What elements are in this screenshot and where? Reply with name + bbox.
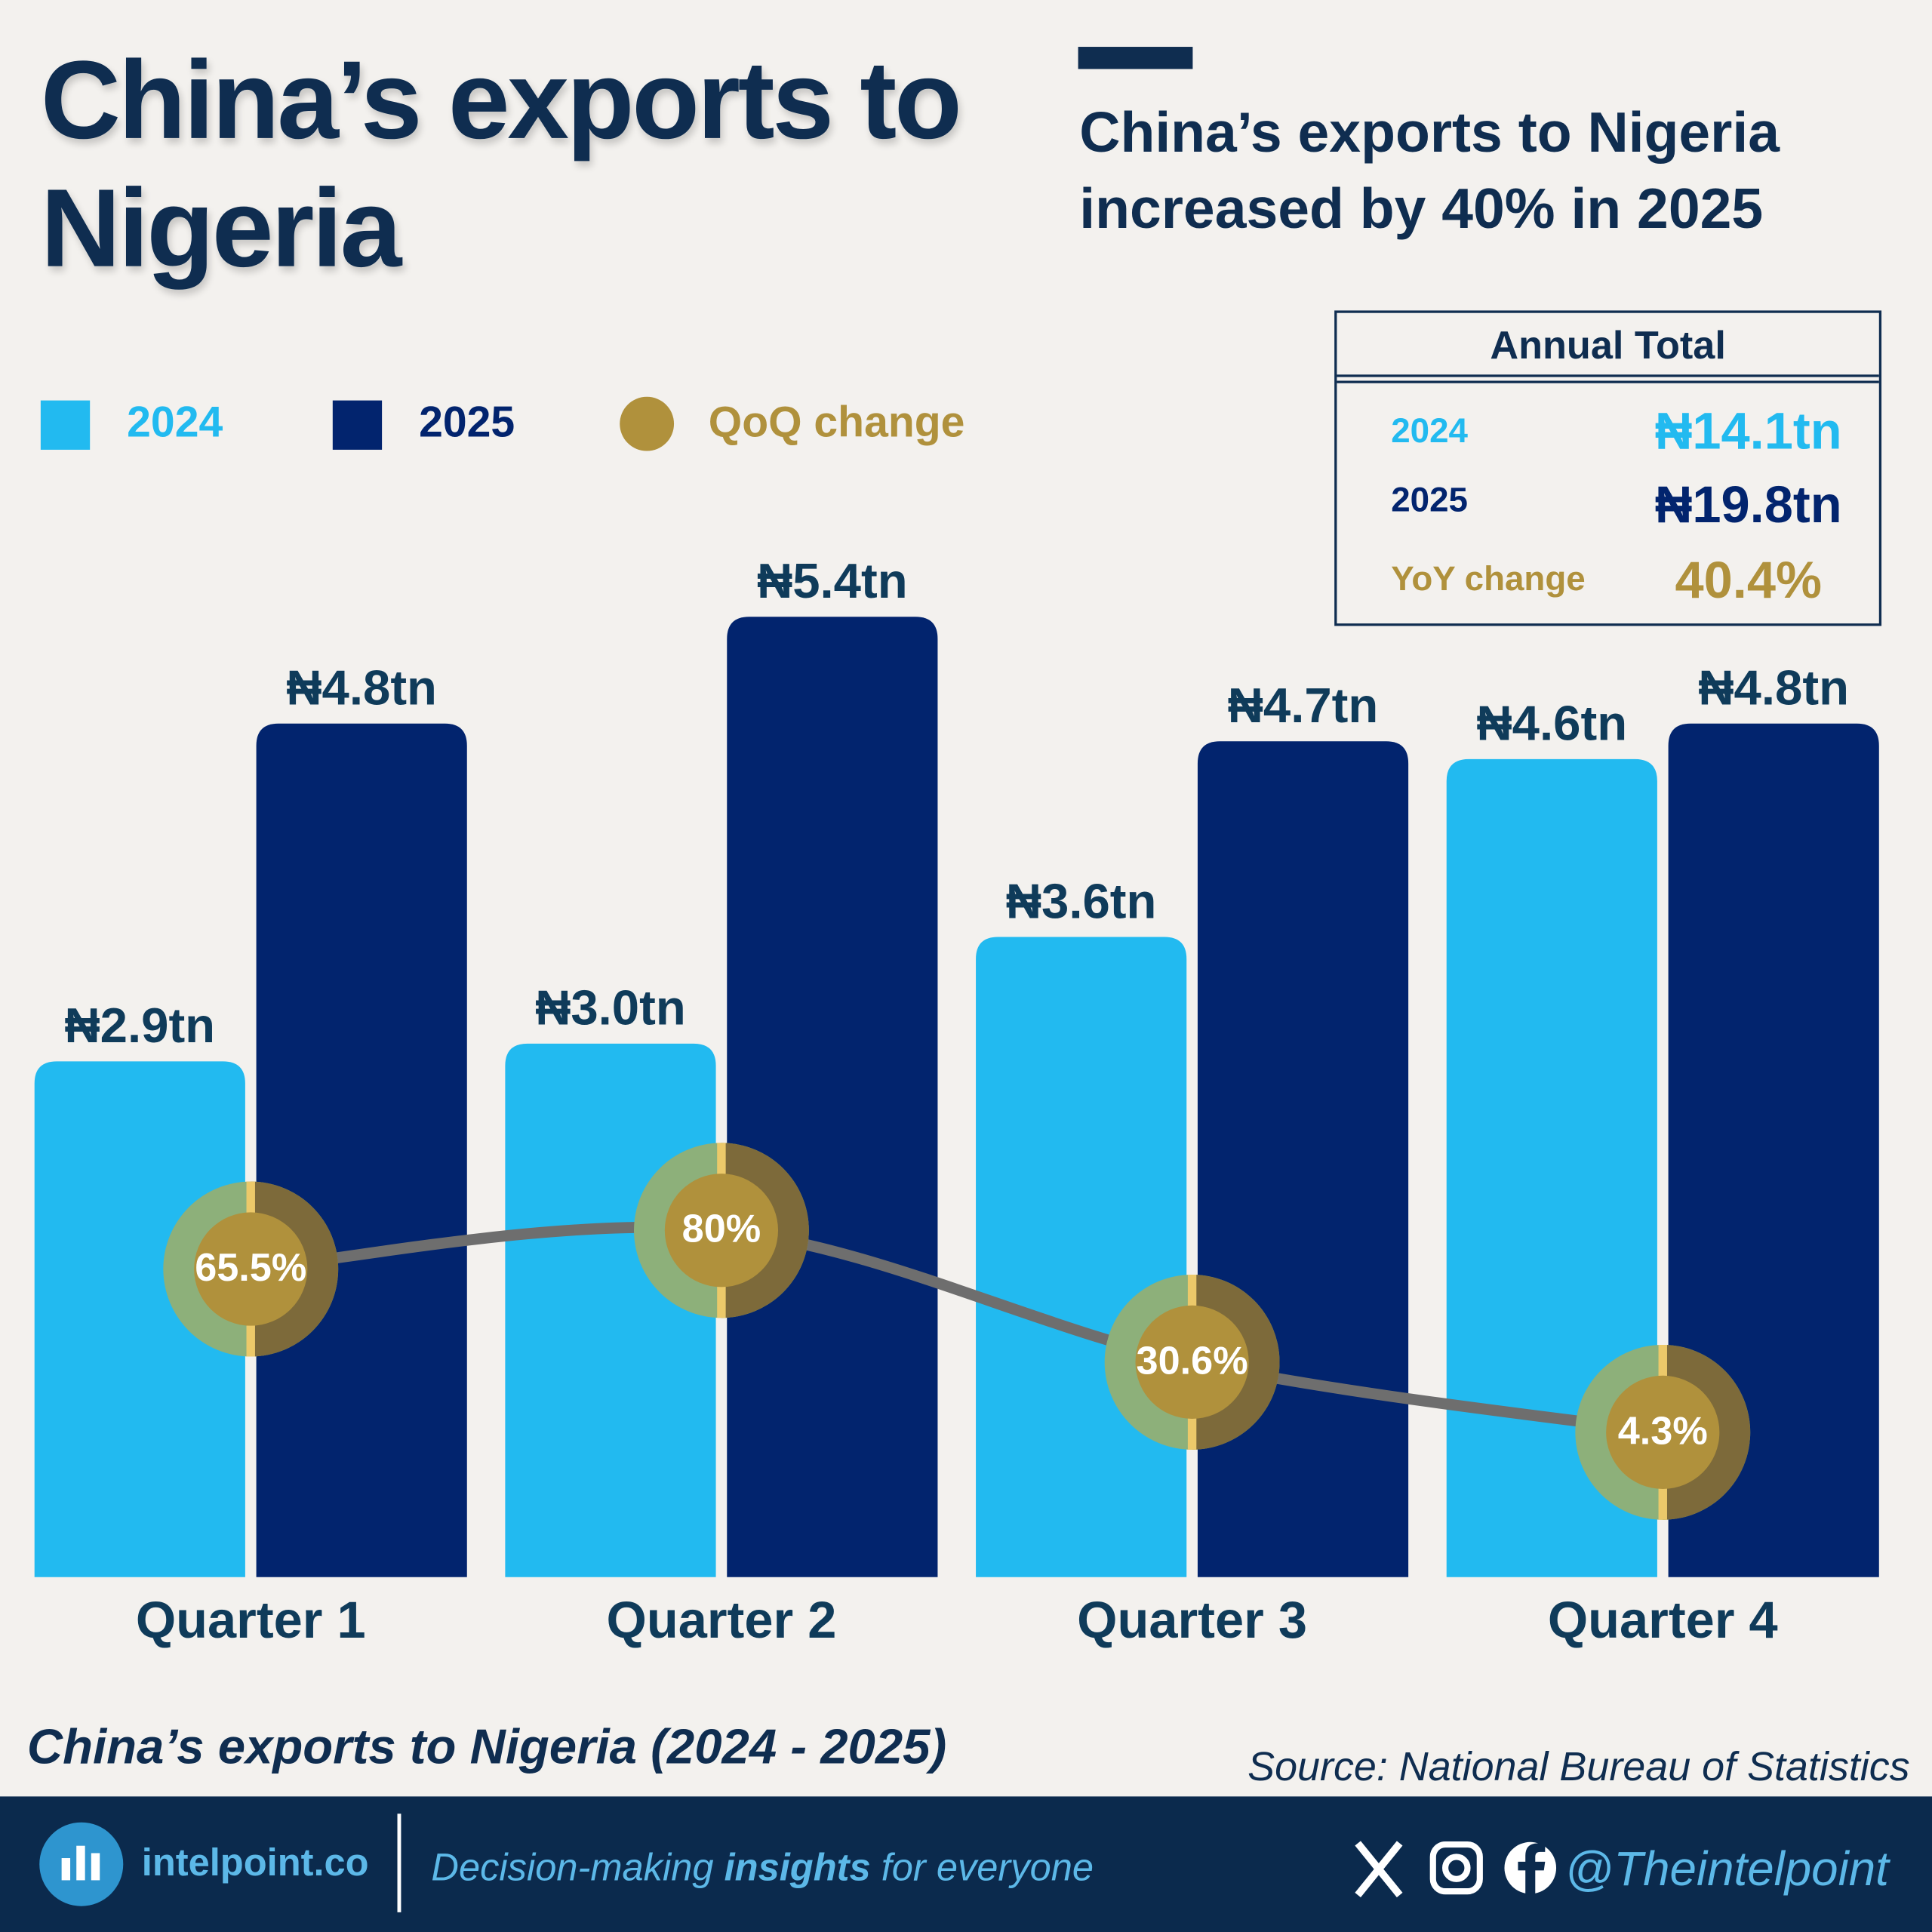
legend-label: QoQ change <box>709 398 965 446</box>
legend-label: 2024 <box>127 398 223 446</box>
qoq-label: 80% <box>682 1208 761 1251</box>
x-tick-label: Quarter 4 <box>1548 1591 1778 1649</box>
row-label: 2024 <box>1391 411 1468 450</box>
tagline-emphasis: insights <box>724 1845 871 1889</box>
x-tick-label: Quarter 2 <box>606 1591 836 1649</box>
chart-title: China’s exports to Nigeria <box>40 39 962 291</box>
value-label: ₦5.4tn <box>757 553 908 608</box>
legend-swatch <box>40 400 91 450</box>
qoq-marker <box>1606 1375 1720 1489</box>
value-label: ₦4.8tn <box>1698 660 1849 715</box>
row-value: 40.4% <box>1675 550 1822 609</box>
qoq-label: 4.3% <box>1618 1409 1708 1453</box>
table-separator <box>1337 374 1879 383</box>
table-title: Annual Total <box>1490 322 1726 368</box>
logo-bar <box>76 1845 85 1881</box>
subtitle: China’s exports to Nigeria increased by … <box>1079 100 1780 241</box>
legend-swatch <box>332 400 383 450</box>
bar <box>1197 741 1409 1577</box>
qoq-marker <box>664 1174 779 1287</box>
bar <box>505 1043 716 1577</box>
qoq-line <box>250 1221 1664 1438</box>
bar <box>256 723 467 1577</box>
chart: 2024 2025 QoQ change ₦2.9tn ₦3.0tn ₦3.6tn ₦4.6… <box>34 396 1879 1649</box>
qoq-label: 30.6% <box>1137 1339 1248 1383</box>
value-label: ₦4.7tn <box>1228 678 1379 733</box>
source: Source: National Bureau of Statistics <box>1247 1743 1910 1789</box>
row-value: ₦14.1tn <box>1654 401 1842 460</box>
value-label: ₦2.9tn <box>65 998 216 1053</box>
row-label: 2025 <box>1391 480 1468 519</box>
accent-bar <box>1078 47 1193 69</box>
footer <box>0 1796 1932 1932</box>
bar <box>976 937 1187 1577</box>
logo-bar <box>61 1858 71 1881</box>
bar <box>1668 723 1879 1577</box>
row-value: ₦19.8tn <box>1654 475 1842 534</box>
instagram-icon[interactable] <box>1429 1841 1483 1895</box>
bar <box>34 1061 245 1577</box>
value-label: ₦3.0tn <box>535 980 686 1035</box>
legend-swatch <box>620 396 675 451</box>
value-label: ₦3.6tn <box>1006 873 1157 928</box>
annual-total-table: Annual Total 2024 ₦14.1tn 2025 ₦19.8tn Y… <box>1334 310 1882 626</box>
value-label: ₦4.6tn <box>1477 696 1628 751</box>
bar <box>727 617 938 1577</box>
x-icon[interactable] <box>1355 1841 1403 1898</box>
footer-graphics <box>39 1814 1557 1912</box>
tagline-text: for everyone <box>870 1845 1094 1889</box>
tagline-text: Decision-making <box>431 1845 724 1889</box>
caption: China’s exports to Nigeria (2024 - 2025) <box>26 1720 947 1775</box>
x-tick-label: Quarter 3 <box>1077 1591 1307 1649</box>
row-label: YoY change <box>1391 559 1586 598</box>
qoq-label: 65.5% <box>195 1246 306 1290</box>
facebook-f <box>1518 1843 1546 1896</box>
brand[interactable]: intelpoint.co <box>141 1841 369 1884</box>
tagline: Decision-making insights for everyone <box>431 1846 1094 1890</box>
legend-label: 2025 <box>419 398 515 446</box>
instagram-lens <box>1442 1854 1471 1882</box>
qoq-marker <box>1135 1305 1249 1419</box>
social-handle[interactable]: @Theintelpoint <box>1564 1843 1889 1897</box>
qoq-marker <box>194 1212 308 1326</box>
value-label: ₦4.8tn <box>286 660 437 715</box>
logo-bar <box>91 1853 100 1881</box>
x-tick-label: Quarter 1 <box>136 1591 366 1649</box>
